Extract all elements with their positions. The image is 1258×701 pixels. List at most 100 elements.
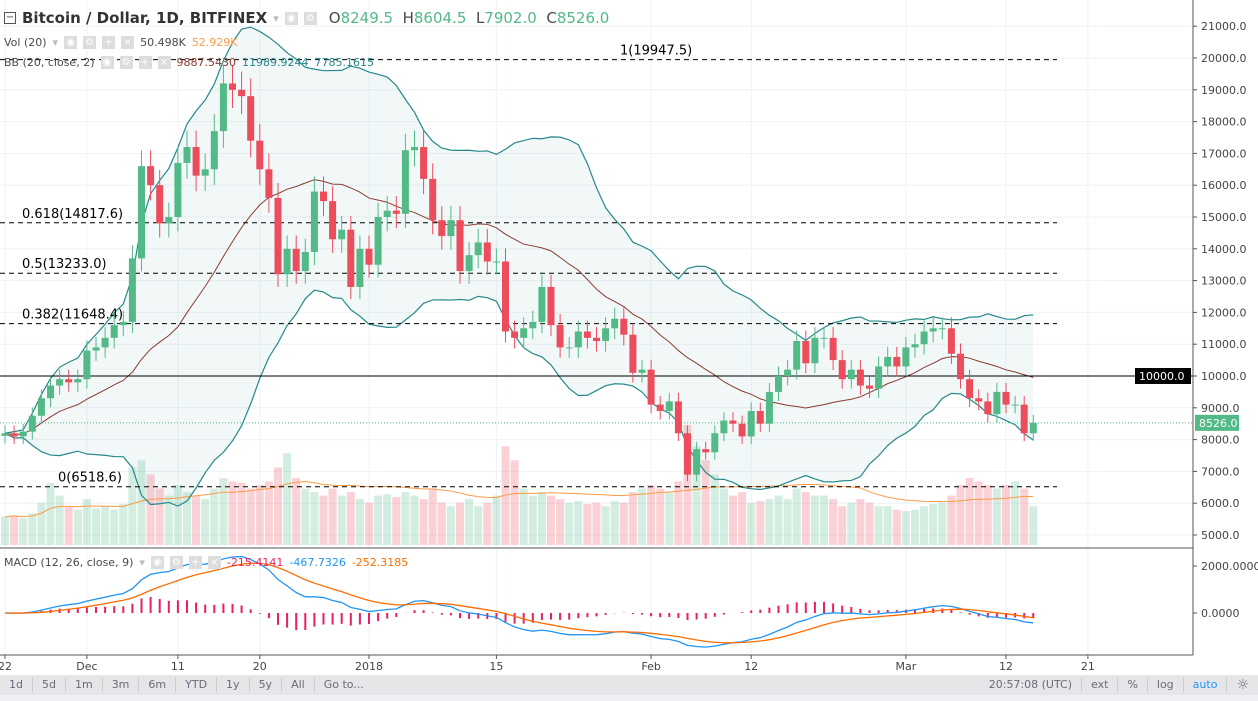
close-icon[interactable]: × (207, 556, 221, 569)
volume-bar (310, 492, 319, 545)
dropdown-icon[interactable]: ▾ (273, 11, 279, 25)
candle (911, 344, 919, 348)
eye-icon[interactable]: ◉ (64, 36, 78, 49)
candle (538, 286, 546, 322)
candle (1020, 404, 1028, 434)
volume-bar (865, 502, 874, 545)
settings-icon[interactable]: ☼ (1236, 677, 1249, 693)
volume-bar (638, 488, 646, 545)
candle (201, 169, 209, 176)
fib-level-label: 0.618(14817.6) (22, 207, 123, 222)
eye-icon[interactable]: ◉ (100, 56, 114, 69)
range-all[interactable]: All (282, 678, 315, 692)
macd-label[interactable]: MACD (12, 26, close, 9) (4, 556, 134, 569)
candle (219, 83, 227, 132)
gear-icon[interactable]: ⚙ (83, 36, 97, 49)
candle (292, 248, 300, 272)
ext-button[interactable]: ext (1082, 678, 1119, 692)
plus-icon[interactable]: + (188, 556, 202, 569)
volume-bar (592, 502, 601, 545)
signal-line (4, 562, 1034, 644)
candle (28, 415, 36, 432)
range-ytd[interactable]: YTD (176, 678, 218, 692)
volume-bar (847, 502, 856, 545)
range-1m[interactable]: 1m (66, 678, 103, 692)
symbol-title[interactable]: Bitcoin / Dollar, 1D, BITFINEX (22, 9, 268, 27)
eye-icon[interactable]: ◉ (284, 11, 298, 25)
candle (656, 404, 664, 411)
low-value: 7902.0 (484, 9, 537, 27)
signal-value: -252.3185 (351, 556, 409, 569)
candle (283, 248, 291, 275)
price-axis-label: 16000.0 (1201, 179, 1247, 192)
gear-icon[interactable]: ⚙ (169, 556, 183, 569)
volume-bar (155, 488, 164, 545)
volume-bar (656, 488, 665, 545)
candle (502, 261, 509, 332)
volume-label[interactable]: Vol (20) (4, 36, 47, 49)
volume-bar (37, 502, 46, 545)
price-axis-label: 9000.0 (1201, 402, 1240, 415)
range-1y[interactable]: 1y (217, 678, 250, 692)
candle (1, 433, 9, 436)
volume-bar (437, 502, 446, 545)
plus-icon[interactable]: + (102, 36, 116, 49)
candle (274, 197, 282, 275)
range-6m[interactable]: 6m (139, 678, 177, 692)
candle (429, 178, 437, 221)
price-label-bg (1135, 368, 1191, 384)
open-label: O (328, 9, 341, 27)
price-chart[interactable]: 1(19947.5) 0.618(14817.6) 0.5(13233.0) 0.38… (0, 0, 1258, 675)
close-icon[interactable]: × (157, 56, 171, 69)
bb-legend: BB (20, close, 2) ◉ ⚙ + × 9887.5430 11989.92… (4, 56, 374, 69)
price-axis-label: 15000.0 (1201, 211, 1247, 224)
fib-level-label: 0(6518.6) (58, 471, 122, 486)
volume-bar (173, 485, 182, 545)
gear-icon[interactable]: ⚙ (119, 56, 133, 69)
candle (256, 140, 264, 170)
volume-bar (528, 495, 537, 545)
price-axis-label: 10000.0 (1201, 370, 1247, 383)
candle (101, 337, 109, 348)
bb-label[interactable]: BB (20, close, 2) (4, 56, 95, 69)
eye-icon[interactable]: ◉ (150, 556, 164, 569)
candle (465, 255, 473, 272)
candle (247, 96, 255, 141)
close-icon[interactable]: × (121, 36, 135, 49)
candle (456, 220, 464, 272)
dropdown-icon[interactable]: ▾ (139, 556, 145, 569)
candle (593, 337, 600, 342)
range-1d[interactable]: 1d (0, 678, 33, 692)
candle (383, 210, 391, 217)
candle (711, 433, 719, 453)
range-5d[interactable]: 5d (33, 678, 66, 692)
candle (520, 328, 528, 338)
volume-bar (947, 495, 956, 545)
range-5y[interactable]: 5y (250, 678, 283, 692)
volume-bar (237, 482, 246, 545)
candle (847, 369, 855, 380)
candle (957, 353, 964, 380)
plus-icon[interactable]: + (138, 56, 152, 69)
volume-bar (456, 502, 464, 545)
goto-button[interactable]: Go to... (323, 678, 364, 691)
volume-bar (283, 453, 292, 545)
price-axis-label: 19000.0 (1201, 84, 1247, 97)
gear-icon[interactable]: ⚙ (303, 11, 317, 25)
log-button[interactable]: log (1148, 678, 1184, 692)
range-3m[interactable]: 3m (103, 678, 140, 692)
volume-bar (446, 506, 455, 545)
price-axis-label: 17000.0 (1201, 147, 1247, 160)
collapse-icon[interactable]: − (4, 12, 16, 24)
candle (611, 318, 619, 329)
candle (10, 433, 18, 437)
candle (74, 379, 82, 383)
candle (811, 337, 819, 364)
auto-button[interactable]: auto (1184, 678, 1228, 692)
dropdown-icon[interactable]: ▾ (52, 36, 59, 49)
volume-bar (246, 488, 255, 545)
volume-bar (264, 481, 273, 545)
percent-button[interactable]: % (1118, 678, 1148, 692)
close-label: C (546, 9, 557, 27)
candle (37, 398, 45, 416)
